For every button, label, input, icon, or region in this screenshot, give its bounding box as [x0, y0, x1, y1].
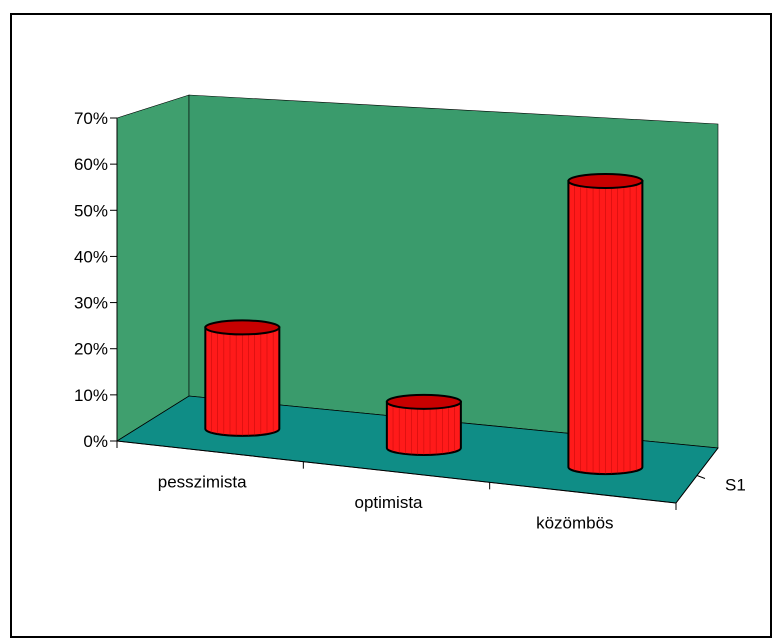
chart-side-wall [116, 94, 190, 442]
y-tick-label: 30% [74, 294, 108, 313]
series-label: S1 [725, 476, 746, 495]
y-tick-label: 50% [74, 201, 108, 220]
y-tick-label: 20% [74, 340, 108, 359]
y-tick-label: 0% [83, 432, 108, 451]
bar-top [204, 319, 281, 336]
bar-top [567, 172, 644, 189]
x-category-label: közömbös [536, 514, 613, 533]
bar-cylinder [567, 172, 644, 476]
x-category-label: optimista [354, 493, 423, 512]
x-category-label: pesszimista [158, 472, 247, 491]
y-tick-label: 60% [74, 155, 108, 174]
depth-tick-mark [696, 475, 706, 479]
bar-cylinder [204, 319, 281, 437]
y-tick-label: 10% [74, 386, 108, 405]
bars-layer [204, 172, 644, 476]
x-axis-line [116, 440, 677, 504]
label-layer: pesszimista optimista közömbös S1 [158, 472, 746, 532]
bar-top [385, 393, 462, 410]
y-tick-label: 40% [74, 247, 108, 266]
bar-cylinder [385, 393, 462, 456]
y-tick-label: 70% [74, 109, 108, 128]
axis-layer: 0% 10% 20% 30% 40% 50% 60% 70% [74, 109, 719, 510]
